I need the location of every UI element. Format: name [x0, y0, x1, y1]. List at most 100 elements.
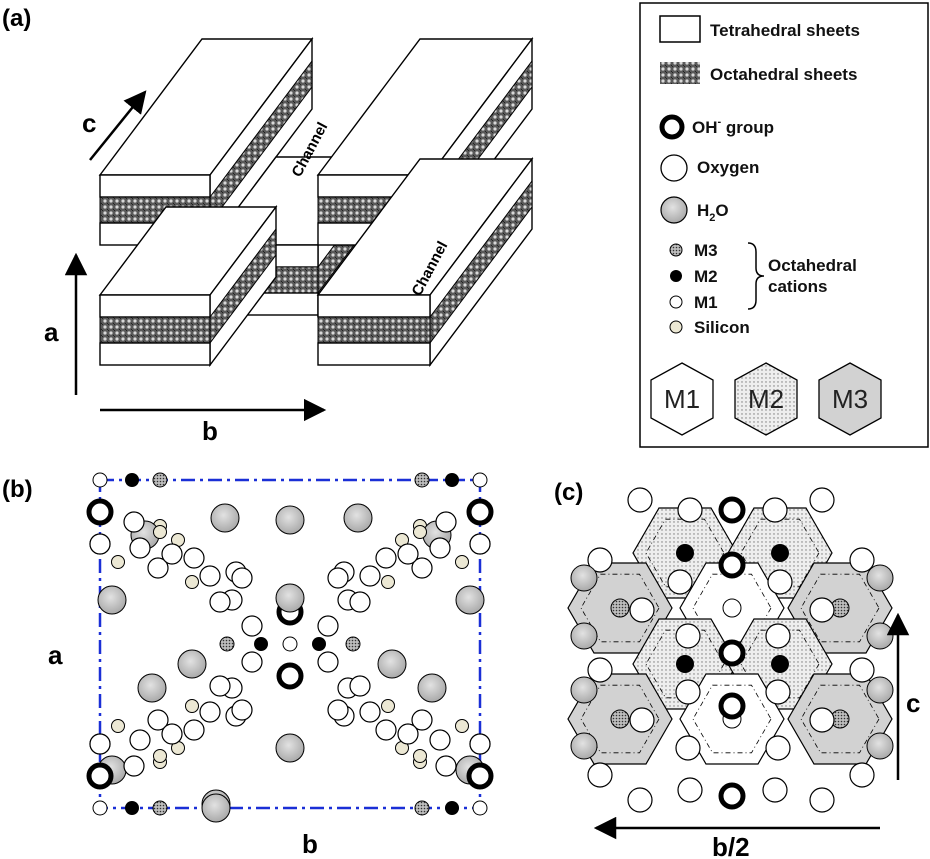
oxygen-atom — [767, 569, 793, 595]
m2-cation — [312, 637, 326, 651]
block-front-tetra-top — [99, 174, 211, 198]
tetrahedral-swatch — [659, 15, 701, 43]
legend-m1: M1 — [694, 293, 718, 312]
axis-c-arrow — [89, 90, 147, 161]
hex-label-m1: M1 — [664, 384, 700, 414]
legend-m3: M3 — [694, 241, 718, 260]
water-molecule — [177, 649, 207, 679]
m3-cation — [610, 598, 630, 618]
oxygen-atom — [762, 777, 788, 803]
m1-cation — [282, 636, 298, 652]
block-front-octa — [99, 316, 211, 344]
oxygen-atom — [469, 733, 491, 755]
m2-cation — [125, 801, 139, 815]
m1-cation-icon — [669, 295, 683, 309]
m3-cation — [610, 709, 630, 729]
water-molecule — [455, 585, 485, 615]
oxygen-atom — [435, 755, 457, 777]
oxygen-atom — [147, 557, 169, 579]
oxygen-atom — [359, 565, 381, 587]
axis-a-label: a — [44, 317, 59, 347]
oxygen-atom — [199, 565, 221, 587]
m3-hexagon — [818, 362, 882, 436]
oxygen-atom — [397, 543, 419, 565]
oxygen-atom — [627, 487, 653, 513]
oxygen-atom — [375, 547, 397, 569]
m1-cation — [472, 472, 488, 488]
oxygen-atom — [587, 762, 613, 788]
legend-oxygen: Oxygen — [697, 158, 759, 177]
axis-c-label-c: c — [906, 688, 920, 718]
legend-silicon: Silicon — [694, 318, 750, 337]
oxygen-atom — [241, 615, 263, 637]
oh-group — [718, 692, 746, 720]
m2-cation — [445, 801, 459, 815]
m2-cation — [771, 544, 789, 562]
silicon-atom — [413, 749, 427, 763]
oxygen-atom — [675, 735, 701, 761]
oxygen-atom — [809, 787, 835, 813]
m1-hexagon — [650, 362, 714, 436]
m2-cation — [771, 655, 789, 673]
silicon-atom — [413, 525, 427, 539]
axis-b-label: b — [202, 416, 218, 446]
ribbon-block-bottom-right — [316, 156, 534, 368]
oxygen-atom — [349, 591, 371, 613]
oxygen-atom — [435, 511, 457, 533]
panel-b: (b) a b — [2, 472, 494, 859]
oxygen-atom — [411, 557, 433, 579]
oxygen-atom — [89, 533, 111, 555]
silicon-atom — [111, 555, 125, 569]
oxygen-atom — [675, 623, 701, 649]
oxygen-atom — [231, 567, 253, 589]
oxygen-atom — [199, 701, 221, 723]
silicon-atom — [153, 749, 167, 763]
oxygen-atom — [629, 597, 655, 623]
oxygen-atom — [849, 657, 875, 683]
oxygen-atom — [762, 497, 788, 523]
water-molecule — [570, 622, 598, 650]
cation-brace — [747, 242, 765, 310]
oxygen-atom — [209, 675, 231, 697]
m2-cation — [125, 473, 139, 487]
oxygen-atom — [147, 709, 169, 731]
octahedron-edge — [692, 684, 772, 754]
block-front-tetra-top — [317, 294, 431, 318]
m2-cation-icon — [670, 270, 682, 282]
oxygen-atom — [677, 497, 703, 523]
oxygen-atom — [429, 729, 451, 751]
octahedron-edge — [580, 684, 660, 754]
water-molecule — [866, 676, 894, 704]
oxygen-atom — [677, 777, 703, 803]
panel-b-tag: (b) — [2, 476, 33, 503]
oxygen-atom — [765, 623, 791, 649]
oh-group — [466, 762, 494, 790]
oxygen-atom — [667, 569, 693, 595]
legend-octahedral: Octahedral sheets — [710, 65, 857, 84]
axis-a-label-b: a — [48, 640, 63, 670]
m1-cation — [92, 800, 108, 816]
water-molecule — [275, 583, 305, 613]
oh-group — [276, 662, 304, 690]
m1-cation — [472, 800, 488, 816]
oxygen-atom — [123, 511, 145, 533]
projection-atoms — [86, 472, 494, 823]
oxygen-icon — [660, 154, 688, 182]
oxygen-atom — [809, 707, 835, 733]
oh-group — [86, 762, 114, 790]
panel-a: (a) c a b Channel Channel — [2, 5, 534, 446]
water-molecule — [570, 732, 598, 760]
ribbon-blocks — [98, 36, 534, 368]
m3-cation-icon — [669, 243, 683, 257]
legend: Tetrahedral sheets Octahedral sheets OH-… — [639, 2, 929, 448]
oxygen-atom — [231, 699, 253, 721]
oxygen-atom — [327, 699, 349, 721]
silicon-atom — [381, 699, 395, 713]
oxygen-atom — [129, 729, 151, 751]
m3-cation — [152, 800, 168, 816]
panel-c-tag: (c) — [554, 479, 583, 506]
oxygen-atom — [241, 651, 263, 673]
silicon-atom — [185, 699, 199, 713]
oh-group — [718, 639, 746, 667]
